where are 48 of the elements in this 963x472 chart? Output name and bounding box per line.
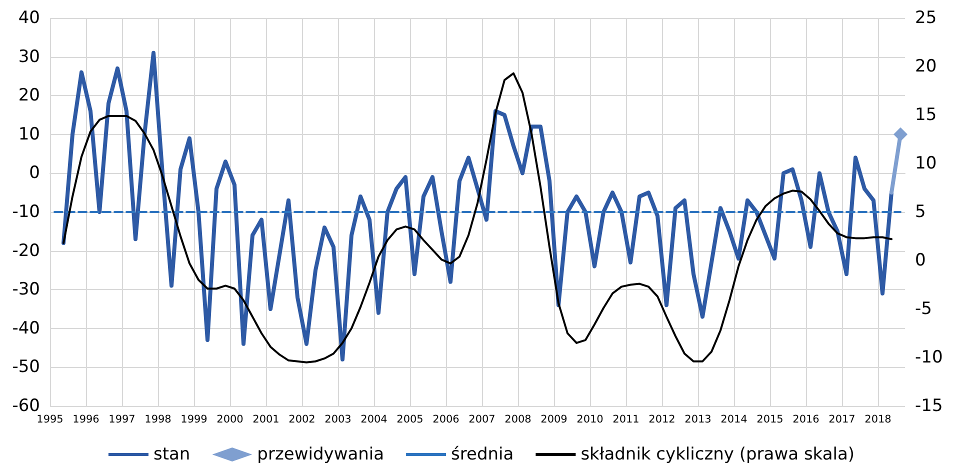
- legend-label: średnia: [451, 444, 514, 464]
- y-tick-label: -20: [12, 240, 40, 261]
- y-tick-label: -10: [12, 202, 40, 222]
- y2-tick-label: 5: [915, 202, 926, 222]
- x-tick-label: 1999: [180, 414, 208, 426]
- y-tick-label: 20: [18, 86, 40, 106]
- y2-tick-label: 20: [915, 56, 937, 76]
- x-tick-label: 2017: [828, 414, 856, 426]
- x-tick-label: 2009: [540, 414, 568, 426]
- y2-tick-label: 0: [915, 250, 926, 270]
- x-tick-label: 2007: [468, 414, 496, 426]
- y-tick-label: 40: [18, 8, 40, 28]
- y-tick-label: -30: [12, 280, 40, 300]
- y2-tick-label: 10: [915, 154, 937, 174]
- y2-tick-label: -5: [915, 299, 932, 319]
- x-tick-label: 1998: [144, 414, 172, 426]
- x-tick-label: 1995: [36, 414, 64, 426]
- y-tick-label: 0: [29, 163, 40, 184]
- y-tick-label: -60: [12, 396, 40, 416]
- y2-tick-label: -15: [915, 396, 943, 416]
- legend-label: przewidywania: [257, 444, 384, 464]
- y-tick-label: 10: [18, 124, 40, 144]
- legend-label: stan: [153, 444, 190, 464]
- x-tick-label: 2010: [576, 414, 604, 426]
- x-tick-label: 1997: [108, 414, 136, 426]
- x-tick-label: 1996: [72, 414, 100, 426]
- x-tick-label: 2006: [432, 414, 460, 426]
- y-tick-label: 30: [18, 46, 40, 67]
- y-tick-label: -50: [12, 357, 40, 378]
- y2-tick-label: 25: [915, 8, 937, 28]
- y-tick-label: -40: [12, 318, 40, 338]
- x-tick-label: 2001: [252, 414, 280, 426]
- x-tick-label: 2002: [288, 414, 316, 426]
- x-tick-label: 2011: [612, 414, 640, 426]
- x-tick-label: 2005: [396, 414, 424, 426]
- x-tick-label: 2003: [324, 414, 352, 426]
- y2-tick-label: 15: [915, 105, 937, 125]
- x-tick-label: 2008: [504, 414, 532, 426]
- x-tick-label: 2012: [648, 414, 676, 426]
- x-tick-label: 2014: [720, 414, 748, 426]
- x-tick-label: 2015: [756, 414, 784, 426]
- x-tick-label: 2018: [864, 414, 892, 426]
- x-tick-label: 2000: [216, 414, 244, 426]
- y2-tick-label: -10: [915, 348, 943, 368]
- x-tick-label: 2004: [360, 414, 388, 426]
- legend-label: składnik cykliczny (prawa skala): [580, 444, 855, 464]
- x-tick-label: 2013: [684, 414, 712, 426]
- x-tick-label: 2016: [792, 414, 820, 426]
